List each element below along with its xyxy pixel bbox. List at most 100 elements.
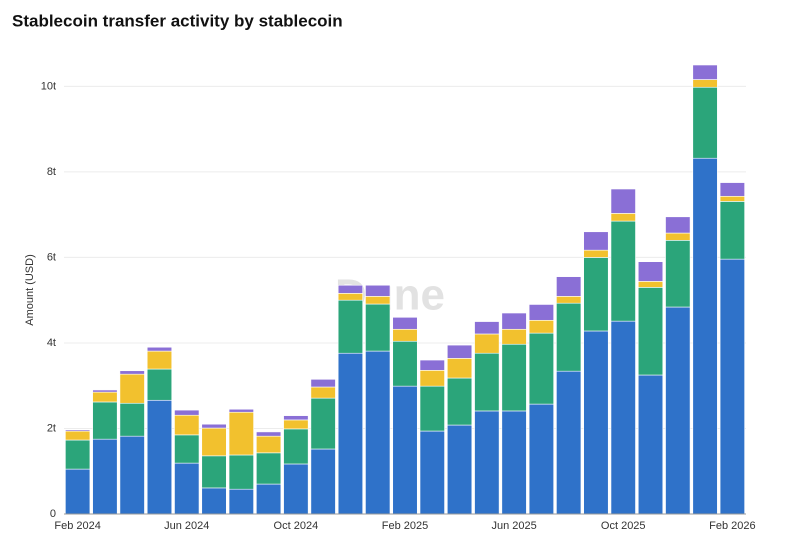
bar-segment bbox=[665, 216, 691, 234]
bar-segment bbox=[337, 352, 364, 515]
bar-segment bbox=[146, 368, 173, 401]
x-tick-label: Jun 2025 bbox=[491, 520, 536, 532]
bar-segment bbox=[119, 402, 145, 437]
bar-segment bbox=[528, 304, 554, 321]
bar-segment bbox=[719, 195, 745, 202]
x-tick-label: Feb 2024 bbox=[54, 520, 100, 532]
bar-segment bbox=[201, 455, 227, 489]
bar-segment bbox=[310, 397, 336, 450]
bar-segment bbox=[637, 281, 664, 288]
bar-segment bbox=[65, 429, 91, 432]
y-axis-label: Amount (USD) bbox=[24, 254, 36, 326]
bar-segment bbox=[228, 411, 254, 456]
bar-segment bbox=[692, 157, 718, 515]
bar-segment bbox=[610, 213, 636, 222]
bar-segment bbox=[146, 399, 173, 515]
bar-segment bbox=[583, 249, 609, 258]
bar-segment bbox=[610, 188, 636, 214]
bar-segment bbox=[337, 284, 364, 294]
bar-segment bbox=[174, 434, 200, 464]
bar-segment bbox=[310, 378, 336, 388]
y-tick-label: 6t bbox=[47, 251, 56, 263]
bar-segment bbox=[501, 312, 527, 330]
bar-segment bbox=[119, 370, 145, 375]
bar-segment bbox=[365, 303, 391, 352]
bar-segment bbox=[256, 452, 282, 485]
bar-segment bbox=[201, 427, 227, 457]
bar-segment bbox=[419, 359, 445, 371]
bar-segment bbox=[65, 468, 91, 515]
y-tick-label: 0 bbox=[50, 508, 56, 520]
x-tick-label: Oct 2024 bbox=[274, 520, 319, 532]
bar-segment bbox=[719, 182, 745, 197]
bar-segment bbox=[256, 431, 282, 437]
chart-title: Stablecoin transfer activity by stableco… bbox=[12, 11, 343, 30]
bar-segment bbox=[474, 352, 500, 412]
bar-segment bbox=[256, 435, 282, 454]
bar-segment bbox=[119, 373, 145, 404]
bar-segment bbox=[283, 415, 309, 421]
bar-segment bbox=[392, 340, 418, 387]
bar-segment bbox=[228, 454, 254, 490]
bar-segment bbox=[419, 430, 445, 515]
bar-segment bbox=[719, 201, 745, 260]
bar-segment bbox=[146, 346, 173, 352]
bar-segment bbox=[119, 435, 145, 515]
bar-segment bbox=[365, 284, 391, 297]
bar-segment bbox=[446, 358, 473, 379]
bar-segment bbox=[501, 343, 527, 412]
bar-segment bbox=[474, 410, 500, 515]
bar-segment bbox=[92, 391, 118, 403]
bar-segment bbox=[228, 488, 254, 515]
y-tick-label: 2t bbox=[47, 422, 56, 434]
bar-segment bbox=[337, 299, 364, 354]
bar-segment bbox=[146, 350, 173, 370]
bar-segment bbox=[692, 86, 718, 159]
bar-segment bbox=[583, 330, 609, 515]
bar-segment bbox=[310, 448, 336, 515]
bar-segment bbox=[692, 64, 718, 80]
bar-segment bbox=[419, 385, 445, 432]
x-tick-label: Feb 2025 bbox=[382, 520, 428, 532]
bar-segment bbox=[501, 328, 527, 345]
bar-segment bbox=[201, 487, 227, 515]
bar-segment bbox=[201, 423, 227, 429]
bar-segment bbox=[556, 370, 582, 515]
bar-segment bbox=[692, 79, 718, 88]
bar-segment bbox=[556, 296, 582, 304]
bar-segment bbox=[283, 428, 309, 465]
bar-segment bbox=[92, 389, 118, 393]
bar-segment bbox=[337, 293, 364, 301]
bar-segment bbox=[392, 316, 418, 330]
bar-segment bbox=[610, 220, 636, 322]
bar-segment bbox=[65, 439, 91, 470]
bar-segment bbox=[474, 321, 500, 335]
bar-segment bbox=[446, 424, 473, 515]
bar-segment bbox=[92, 401, 118, 440]
bar-segment bbox=[92, 438, 118, 515]
bar-segment bbox=[446, 344, 473, 359]
y-tick-label: 4t bbox=[47, 337, 56, 349]
bar-segment bbox=[665, 232, 691, 241]
bar-segment bbox=[283, 419, 309, 430]
bar-segment bbox=[637, 374, 664, 515]
x-tick-label: Jun 2024 bbox=[164, 520, 209, 532]
bar-segment bbox=[501, 410, 527, 515]
y-tick-label: 8t bbox=[47, 166, 56, 178]
bar-segment bbox=[310, 386, 336, 399]
bar-segment bbox=[637, 287, 664, 376]
x-tick-label: Feb 2026 bbox=[709, 520, 755, 532]
bar-segment bbox=[665, 306, 691, 515]
bar-segment bbox=[174, 462, 200, 515]
bar-segment bbox=[228, 408, 254, 413]
bar-segment bbox=[583, 257, 609, 332]
bar-segment bbox=[65, 430, 91, 441]
bar-segment bbox=[365, 296, 391, 305]
bar-segment bbox=[528, 403, 554, 515]
bar-segment bbox=[528, 332, 554, 405]
bar-segment bbox=[392, 328, 418, 342]
y-tick-label: 10t bbox=[41, 80, 56, 92]
bar-segment bbox=[474, 333, 500, 354]
bar-segment bbox=[719, 258, 745, 515]
